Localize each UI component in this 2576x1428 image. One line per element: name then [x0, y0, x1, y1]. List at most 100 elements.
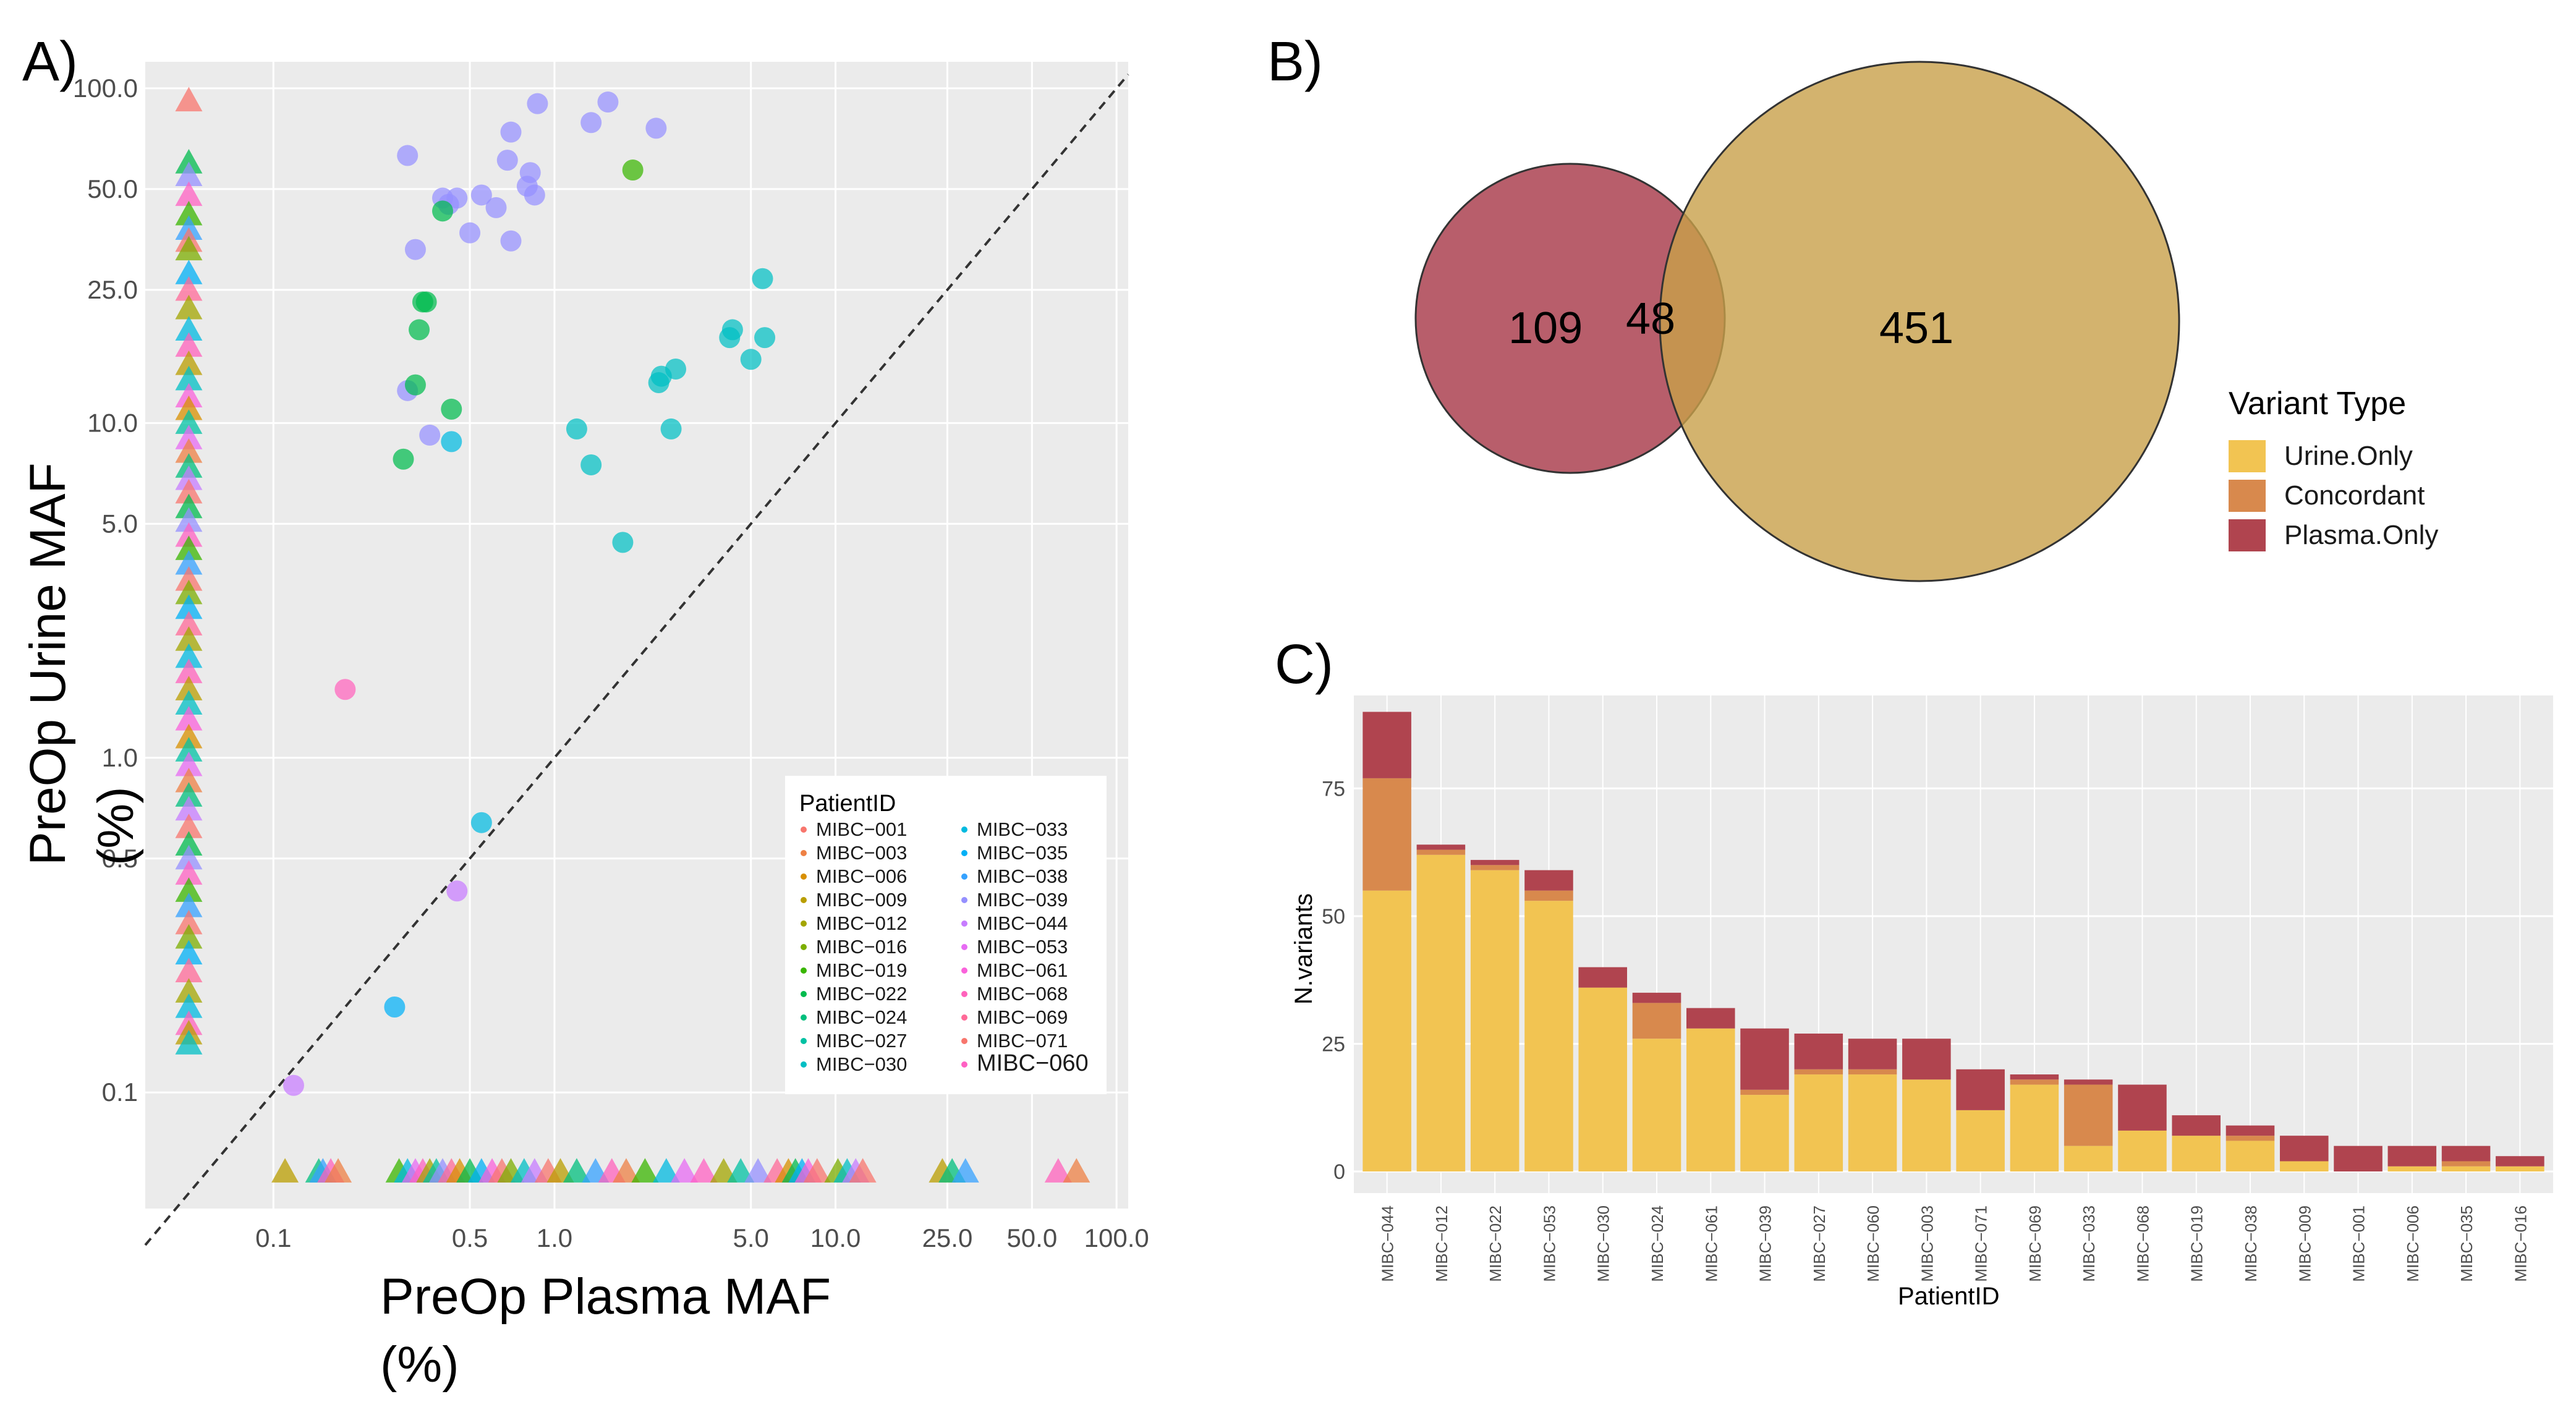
bar-segment [2441, 1145, 2491, 1162]
x-tick-label: MIBC−001 [2350, 1205, 2368, 1282]
bar-segment [2118, 1130, 2167, 1171]
y-axis-triangle-point [175, 706, 203, 731]
y-axis-triangle-point [175, 260, 203, 284]
y-axis-triangle-point [175, 478, 203, 504]
scatter-point [500, 230, 522, 252]
y-tick-label: 10.0 [87, 408, 138, 437]
bar-segment [2441, 1161, 2491, 1167]
scatter-point [519, 162, 541, 184]
y-axis-triangle-point [175, 1030, 203, 1055]
x-axis-triangle-point [727, 1158, 755, 1183]
y-tick-label: 25.0 [87, 275, 138, 304]
legend-title: PatientID [799, 791, 896, 817]
x-axis-triangle-point [631, 1158, 659, 1183]
y-axis-triangle-point [175, 365, 203, 391]
legend-swatch [801, 967, 807, 974]
bar-segment [1740, 1089, 1789, 1095]
y-tick-label: 100.0 [73, 74, 138, 103]
bar-segment [1686, 1008, 1735, 1029]
legend-swatch [961, 991, 967, 997]
x-axis-triangle-point [652, 1158, 680, 1183]
y-axis-triangle-point [175, 550, 203, 575]
scatter-point [446, 187, 468, 209]
y-axis-triangle-point [175, 566, 203, 591]
scatter-point [645, 117, 667, 139]
bar-segment [2387, 1145, 2437, 1167]
x-axis-label: PatientID [1898, 1283, 2000, 1310]
y-tick-label: 25 [1322, 1032, 1345, 1056]
scatter-point [393, 448, 414, 470]
y-axis-triangle-point [175, 522, 203, 547]
bar-segment [2225, 1136, 2275, 1141]
x-tick-label: MIBC−035 [2457, 1205, 2476, 1282]
y-axis-triangle-point [175, 831, 203, 856]
legend-label: MIBC−060 [977, 1050, 1089, 1076]
identity-reference-line [144, 74, 1129, 1246]
x-tick-label: MIBC−060 [1864, 1205, 1882, 1282]
x-axis-triangle-point [710, 1158, 738, 1183]
y-axis-label-line2: (%) [88, 786, 144, 865]
bar-segment [1578, 987, 1627, 1171]
y-axis-triangle-point [175, 893, 203, 917]
legend-swatch [961, 850, 967, 856]
bar-segment [1956, 1110, 2005, 1171]
bar-segment [1362, 712, 1411, 778]
legend-swatch [961, 920, 967, 927]
y-axis-triangle-point [175, 796, 203, 821]
y-axis-triangle-point [175, 767, 203, 793]
x-tick-label: MIBC−033 [2080, 1205, 2098, 1282]
y-axis-triangle-point [175, 877, 203, 902]
legend-swatch [961, 1038, 967, 1044]
scatter-point [754, 327, 776, 349]
y-axis-triangle-point [175, 453, 203, 478]
y-axis-triangle-point [175, 993, 203, 1018]
x-tick-label: MIBC−024 [1648, 1205, 1667, 1282]
y-axis-triangle-point [175, 409, 203, 434]
x-axis-triangle-point [1044, 1158, 1072, 1183]
legend-label: MIBC−006 [816, 865, 907, 887]
x-tick-label: 25.0 [922, 1223, 973, 1252]
legend-label: MIBC−038 [977, 865, 1068, 887]
bar-segment [2496, 1156, 2544, 1167]
bar-segment [1848, 1074, 1897, 1171]
scatter-panel-a: 0.1 0.5 1.0 5.0 10.0 25.0 50.0 100.0 0.1 0.5 1.0 5… [20, 62, 1149, 1393]
bar-segment [2496, 1166, 2544, 1171]
x-tick-label: MIBC−009 [2295, 1205, 2314, 1282]
legend-swatch [801, 827, 807, 833]
x-tick-label: MIBC−019 [2188, 1205, 2206, 1282]
y-axis-triangle-point [175, 844, 203, 870]
scatter-point [485, 197, 507, 218]
bar-segment [1632, 1039, 1681, 1171]
panel-label-b: B) [1267, 31, 1323, 93]
bar-segment [1632, 992, 1681, 1003]
legend-swatch [961, 1014, 967, 1021]
y-axis-triangle-point [175, 924, 203, 949]
scatter-point [470, 812, 492, 833]
legend-swatch [961, 1061, 967, 1068]
legend-swatch [2229, 440, 2266, 472]
legend-label: MIBC−061 [977, 959, 1068, 981]
y-axis-triangle-point [175, 814, 203, 838]
legend-label: MIBC−071 [977, 1030, 1068, 1052]
scatter-point [334, 679, 356, 700]
bar-segment [1524, 890, 1573, 901]
bar-segment [1470, 870, 1520, 1171]
legend-label: MIBC−003 [816, 842, 907, 864]
x-tick-label: 5.0 [733, 1223, 768, 1252]
bar-segment [2441, 1166, 2491, 1171]
y-axis-label: N.variants [1290, 893, 1317, 1005]
scatter-point [524, 184, 545, 206]
bar-segment [1362, 778, 1411, 891]
y-axis-triangle-point [175, 493, 203, 519]
y-axis-triangle-point [175, 350, 203, 375]
legend-swatch [801, 920, 807, 927]
x-tick-label: MIBC−003 [1918, 1205, 1936, 1282]
y-axis-triangle-point [175, 723, 203, 749]
bar-segment [1848, 1039, 1897, 1069]
bar-segment [2064, 1079, 2113, 1085]
y-axis-triangle-point [175, 958, 203, 982]
x-axis-label-line2: (%) [380, 1337, 459, 1393]
bar-segment [1794, 1069, 1843, 1075]
y-tick-label: 0 [1333, 1160, 1345, 1184]
y-axis-triangle-point [175, 676, 203, 700]
